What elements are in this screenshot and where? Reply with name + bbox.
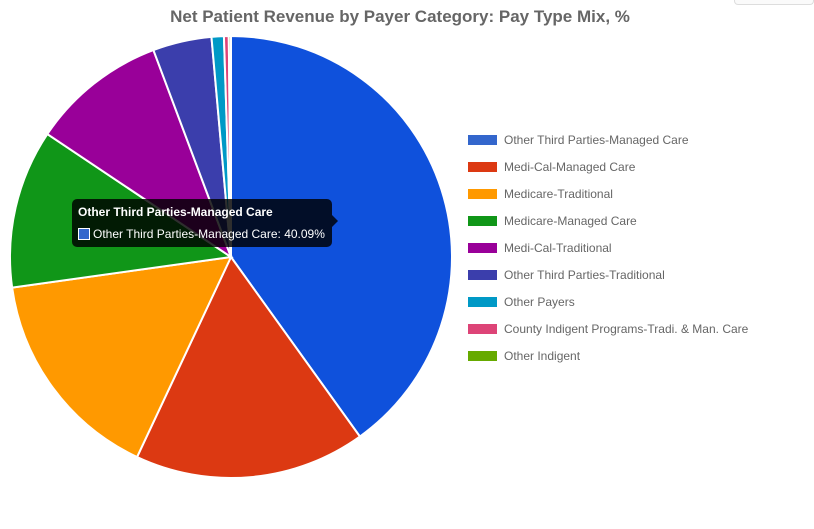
- chart-title: Net Patient Revenue by Payer Category: P…: [170, 7, 630, 26]
- legend-item[interactable]: Other Third Parties-Managed Care: [468, 126, 748, 153]
- legend-item[interactable]: Medicare-Managed Care: [468, 207, 748, 234]
- chart-legend: Other Third Parties-Managed Care Medi-Cal…: [468, 126, 748, 369]
- legend-item[interactable]: Medi-Cal-Traditional: [468, 234, 748, 261]
- legend-swatch: [468, 296, 497, 307]
- legend-swatch: [468, 269, 497, 280]
- legend-label: Medi-Cal-Traditional: [504, 240, 612, 255]
- legend-item[interactable]: County Indigent Programs-Tradi. & Man. C…: [468, 315, 748, 342]
- pie-slice[interactable]: [230, 34, 453, 438]
- legend-label: Other Payers: [504, 294, 575, 309]
- legend-label: Other Third Parties-Managed Care: [504, 132, 689, 147]
- tooltip-title: Other Third Parties-Managed Care: [78, 205, 273, 219]
- legend-swatch: [468, 350, 497, 361]
- legend-item[interactable]: Medicare-Traditional: [468, 180, 748, 207]
- legend-item[interactable]: Other Third Parties-Traditional: [468, 261, 748, 288]
- tooltip-value-text: Other Third Parties-Managed Care: 40.09%: [93, 227, 325, 241]
- legend-label: Medicare-Managed Care: [504, 213, 637, 228]
- legend-label: Medi-Cal-Managed Care: [504, 159, 636, 174]
- legend-swatch: [468, 215, 497, 226]
- legend-label: Medicare-Traditional: [504, 186, 613, 201]
- legend-swatch: [468, 242, 497, 253]
- pie-slice[interactable]: [11, 255, 233, 459]
- legend-swatch: [468, 161, 497, 172]
- chart-tooltip: Other Third Parties-Managed Care Other T…: [72, 199, 338, 247]
- pie-slice[interactable]: [135, 255, 362, 479]
- legend-item[interactable]: Other Payers: [468, 288, 748, 315]
- legend-item[interactable]: Other Indigent: [468, 342, 748, 369]
- legend-label: County Indigent Programs-Tradi. & Man. C…: [504, 321, 749, 336]
- tooltip-body: Other Third Parties-Managed Care: 40.09%: [78, 227, 325, 241]
- legend-swatch: [468, 188, 497, 199]
- tooltip-color-swatch: [78, 228, 90, 240]
- legend-swatch: [468, 323, 497, 334]
- legend-item[interactable]: Medi-Cal-Managed Care: [468, 153, 748, 180]
- legend-label: Other Third Parties-Traditional: [504, 267, 665, 282]
- legend-label: Other Indigent: [504, 348, 581, 363]
- legend-swatch: [468, 134, 497, 145]
